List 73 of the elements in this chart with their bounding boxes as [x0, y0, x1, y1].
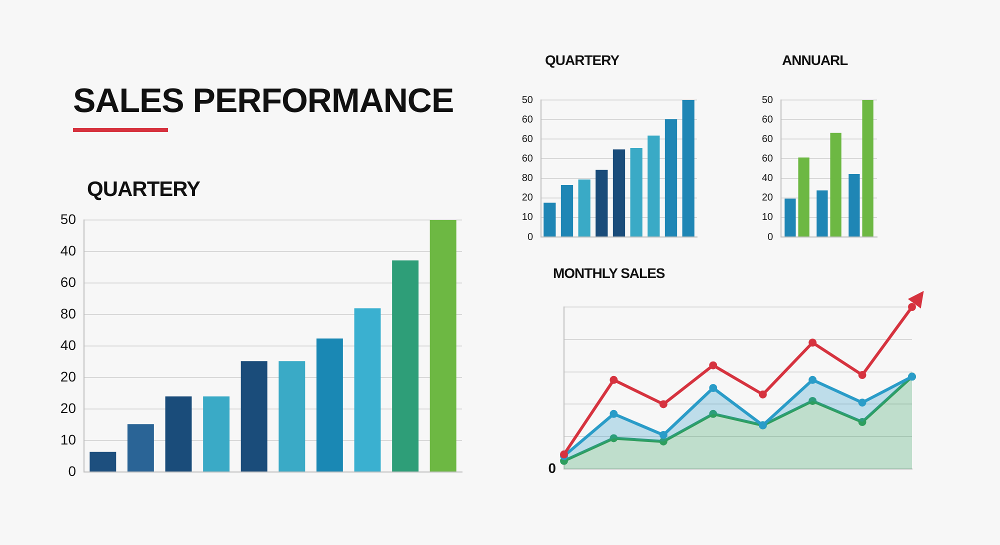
text: SALES PERFORMANCE [73, 82, 454, 121]
text: 50 [762, 94, 774, 106]
bar [612, 149, 626, 236]
bar [560, 184, 574, 236]
text: 0 [527, 232, 534, 243]
text: 40 [762, 173, 774, 184]
point [659, 437, 668, 446]
bar [578, 179, 590, 236]
text: 20 [762, 192, 774, 204]
point [610, 410, 618, 418]
bar [798, 158, 810, 236]
text: 60 [522, 153, 534, 164]
point [808, 338, 817, 347]
text: 20 [60, 400, 76, 416]
bar [430, 220, 456, 472]
bar [165, 396, 192, 472]
bar [596, 170, 608, 236]
point [858, 398, 866, 407]
point [758, 390, 767, 398]
bar [682, 100, 694, 236]
bar [862, 100, 874, 236]
text: 20 [60, 368, 76, 384]
text: 50 [60, 210, 76, 227]
bar [784, 198, 796, 236]
text: 10 [522, 212, 534, 224]
text: 0 [68, 462, 76, 479]
text: 10 [762, 212, 774, 224]
bar [354, 308, 381, 472]
point [858, 418, 866, 426]
bar [316, 338, 343, 472]
bar [90, 452, 116, 472]
bar [830, 132, 842, 236]
text: 60 [762, 134, 774, 145]
text: 20 [522, 192, 534, 204]
bar [544, 202, 556, 236]
bar [203, 396, 230, 472]
text: 0 [767, 232, 774, 243]
chart-title: ANNUARL [782, 52, 848, 68]
point [709, 410, 718, 418]
text: 60 [522, 114, 534, 126]
point [808, 376, 817, 384]
text: 10 [60, 431, 76, 448]
text: 60 [762, 153, 774, 164]
chart-title: QUARTERY [87, 178, 200, 202]
point [610, 434, 618, 442]
bar [848, 174, 860, 236]
point [659, 400, 668, 408]
bar [816, 190, 828, 236]
chart-title: MONTHLY SALES [553, 265, 665, 281]
point [659, 430, 668, 439]
point [709, 384, 718, 392]
point [908, 303, 916, 311]
bar [240, 361, 268, 472]
point [610, 376, 618, 384]
text: 40 [60, 242, 76, 258]
point [808, 396, 817, 405]
text: 60 [60, 274, 76, 290]
point [709, 361, 718, 370]
text: 80 [522, 173, 534, 184]
bar [648, 136, 660, 236]
text: 40 [60, 336, 76, 353]
text: 60 [522, 134, 534, 145]
text: 0 [548, 460, 556, 476]
text: 80 [60, 305, 76, 322]
bar [392, 260, 419, 472]
text: 50 [522, 94, 534, 106]
bar [127, 424, 154, 472]
point [858, 371, 866, 380]
text: 60 [762, 114, 774, 126]
bar [664, 119, 678, 236]
chart-title: QUARTERY [545, 52, 620, 68]
bar [278, 361, 306, 472]
bar [630, 148, 642, 236]
